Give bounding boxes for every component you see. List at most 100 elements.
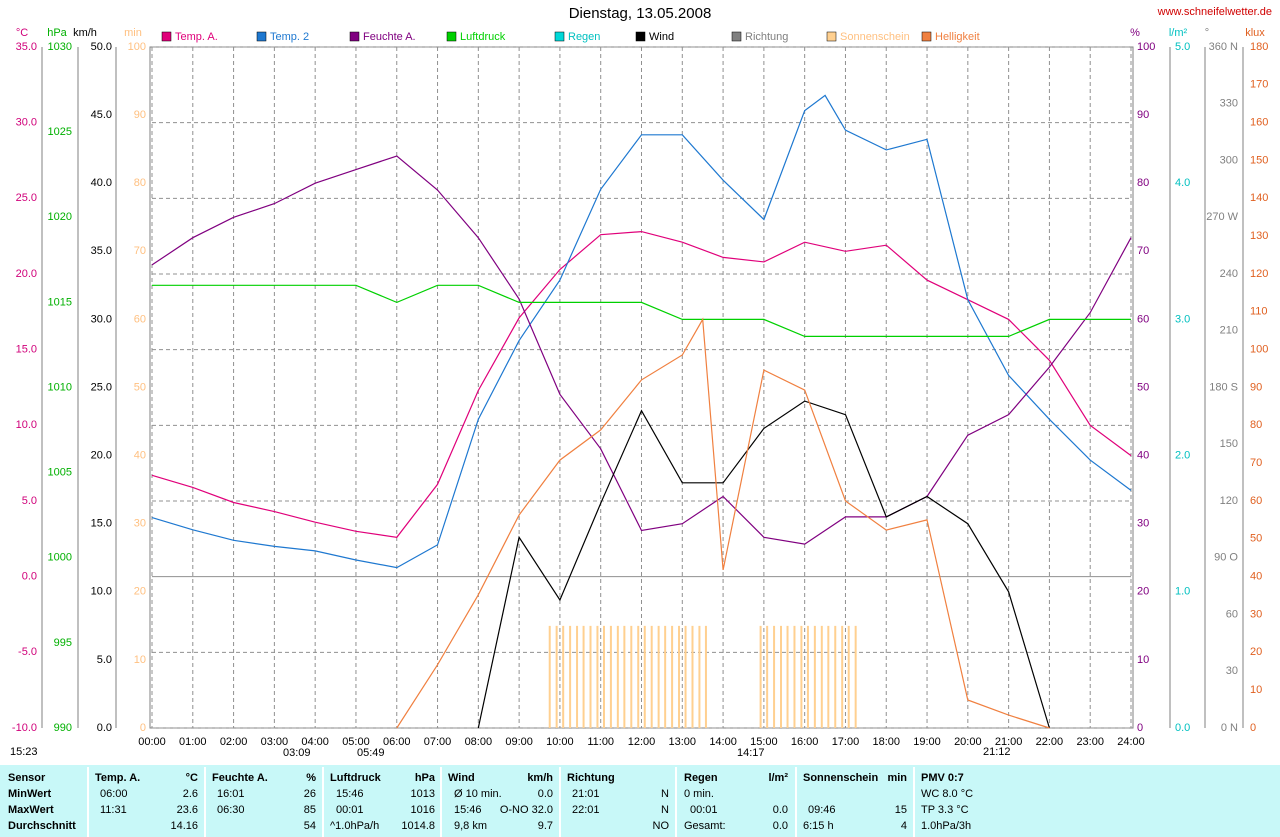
- x-tick-label: 04:00: [301, 736, 329, 748]
- x-tick-label: 15:00: [750, 736, 778, 748]
- y-tick-label: 0: [1250, 722, 1256, 734]
- y-tick-label: 240: [1220, 268, 1238, 280]
- y-tick-label: -5.0: [18, 646, 37, 658]
- y-tick-label: 100: [1250, 344, 1268, 356]
- y-tick-label: -10.0: [12, 722, 37, 734]
- axis-unit: °C: [16, 27, 28, 39]
- y-tick-label: 170: [1250, 79, 1268, 91]
- y-tick-label: 210: [1220, 325, 1238, 337]
- x-tick-label: 10:00: [546, 736, 574, 748]
- y-tick-label: 50.0: [91, 41, 112, 53]
- legend-label: Temp. A.: [175, 31, 218, 43]
- table-header: Sonnenschein: [803, 772, 878, 784]
- x-tick-label: 19:00: [913, 736, 941, 748]
- table-cell: 2.6: [183, 788, 198, 800]
- table-cell: WC 8.0 °C: [921, 788, 973, 800]
- y-tick-label: 30: [1250, 608, 1262, 620]
- y-tick-label: 120: [1220, 495, 1238, 507]
- table-cell: 06:30: [217, 804, 245, 816]
- table-cell: 15:46: [336, 788, 364, 800]
- x-tick-label: 23:00: [1076, 736, 1104, 748]
- series-line: [396, 317, 1050, 729]
- y-tick-label: 10.0: [91, 586, 112, 598]
- axis-unit: l/m²: [1169, 27, 1188, 39]
- legend-label: Helligkeit: [935, 31, 980, 43]
- table-cell: 14.16: [170, 820, 198, 832]
- y-tick-label: 0.0: [97, 722, 112, 734]
- annotation: 15:23: [10, 746, 38, 758]
- table-cell: 21:01: [572, 788, 600, 800]
- y-tick-label: 35.0: [16, 41, 37, 53]
- x-tick-label: 02:00: [220, 736, 248, 748]
- table-header: °C: [186, 772, 198, 784]
- x-tick-label: 20:00: [954, 736, 982, 748]
- y-tick-label: 15.0: [91, 518, 112, 530]
- x-tick-label: 18:00: [872, 736, 900, 748]
- table-cell: 0.0: [773, 804, 788, 816]
- y-tick-label: 90: [1250, 381, 1262, 393]
- table-header: Sensor: [8, 772, 46, 784]
- y-tick-label: 30: [1137, 518, 1149, 530]
- table-cell: N: [661, 788, 669, 800]
- x-tick-label: 13:00: [669, 736, 697, 748]
- y-tick-label: 990: [54, 722, 72, 734]
- y-tick-label: 50: [134, 381, 146, 393]
- x-tick-label: 17:00: [832, 736, 860, 748]
- table-cell: N: [661, 804, 669, 816]
- table-cell: 26: [304, 788, 316, 800]
- y-tick-label: 100: [1137, 41, 1155, 53]
- y-tick-label: 25.0: [16, 192, 37, 204]
- x-tick-label: 24:00: [1117, 736, 1145, 748]
- y-tick-label: 1020: [48, 211, 72, 223]
- annotation: 03:09: [283, 747, 311, 759]
- y-tick-label: 0 N: [1221, 722, 1238, 734]
- y-tick-label: 35.0: [91, 245, 112, 257]
- table-cell: 23.6: [177, 804, 198, 816]
- x-tick-label: 06:00: [383, 736, 411, 748]
- annotation: 21:12: [983, 746, 1011, 758]
- table-cell: 85: [304, 804, 316, 816]
- x-tick-label: 05:00: [342, 736, 370, 748]
- x-tick-label: 21:00: [995, 736, 1023, 748]
- y-tick-label: 150: [1220, 438, 1238, 450]
- y-tick-label: 5.0: [1175, 41, 1190, 53]
- y-tick-label: 20: [1250, 646, 1262, 658]
- y-tick-label: 20: [134, 586, 146, 598]
- y-tick-label: 150: [1250, 154, 1268, 166]
- y-tick-label: 60: [134, 313, 146, 325]
- table-header: Temp. A.: [95, 772, 140, 784]
- y-tick-label: 80: [1137, 177, 1149, 189]
- y-tick-label: 270 W: [1206, 211, 1238, 223]
- y-tick-label: 50: [1250, 533, 1262, 545]
- chart-title: Dienstag, 13.05.2008: [569, 5, 712, 22]
- table-cell: 0.0: [538, 788, 553, 800]
- y-tick-label: 0: [140, 722, 146, 734]
- y-tick-label: 70: [1137, 245, 1149, 257]
- legend-swatch: [161, 31, 172, 42]
- legend-label: Feuchte A.: [363, 31, 416, 43]
- x-tick-label: 11:00: [587, 736, 614, 748]
- table-cell: 16:01: [217, 788, 245, 800]
- x-tick-label: 00:00: [138, 736, 166, 748]
- legend-swatch: [731, 31, 742, 42]
- table-cell: TP 3.3 °C: [921, 804, 969, 816]
- table-cell: 1014.8: [401, 820, 435, 832]
- y-tick-label: 70: [1250, 457, 1262, 469]
- y-tick-label: 30.0: [91, 313, 112, 325]
- y-tick-label: 180: [1250, 41, 1268, 53]
- table-cell: 0 min.: [684, 788, 714, 800]
- table-cell: 15: [895, 804, 907, 816]
- x-tick-label: 07:00: [424, 736, 452, 748]
- x-tick-label: 09:00: [505, 736, 533, 748]
- axis-unit: km/h: [73, 27, 97, 39]
- table-cell: 0.0: [773, 820, 788, 832]
- axis-unit: hPa: [47, 27, 67, 39]
- table-cell: 11:31: [100, 804, 127, 816]
- table-cell: MaxWert: [8, 804, 54, 816]
- annotation: 05:49: [357, 747, 385, 759]
- y-tick-label: 1015: [48, 296, 72, 308]
- y-tick-label: 5.0: [97, 654, 112, 666]
- y-tick-label: 50: [1137, 381, 1149, 393]
- y-tick-label: 40: [1250, 571, 1262, 583]
- table-cell: Ø 10 min.: [454, 788, 502, 800]
